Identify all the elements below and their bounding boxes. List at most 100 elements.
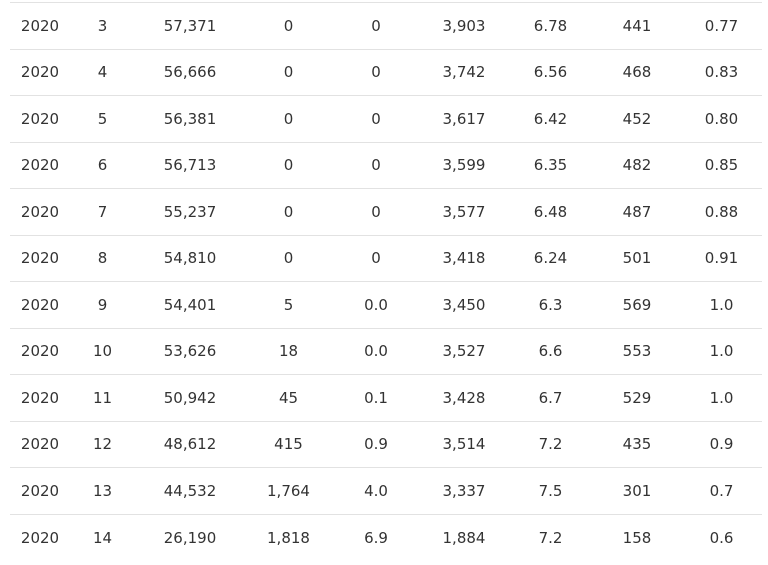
table-row: 2020 4 56,666 0 0 3,742 6.56 468 0.83 [10, 49, 762, 96]
table-cell: 7.2 [538, 435, 563, 454]
table-cell: 53,626 [163, 342, 217, 361]
table-cell: 6.48 [533, 202, 568, 221]
table-cell: 452 [622, 109, 652, 128]
table-cell: 7.5 [538, 481, 563, 500]
table-cell: 11 [92, 388, 113, 407]
table-cell: 0.9 [364, 435, 388, 454]
table-cell: 0 [371, 249, 381, 268]
table-cell: 18 [278, 342, 299, 361]
table-cell: 0.80 [704, 109, 739, 128]
table-cell: 56,381 [163, 109, 217, 128]
table-cell: 5 [97, 109, 108, 128]
table-cell: 3 [97, 16, 108, 35]
table-cell: 441 [622, 16, 652, 35]
table-cell: 0 [371, 63, 381, 82]
table-cell: 6.78 [533, 16, 568, 35]
table-cell: 2020 [20, 109, 60, 128]
table-cell: 3,418 [442, 249, 486, 268]
table-cell: 54,401 [163, 295, 217, 314]
table-cell: 1,884 [442, 528, 486, 547]
table-cell: 6.6 [538, 342, 563, 361]
table-cell: 9 [97, 295, 108, 314]
table-cell: 0.7 [709, 481, 734, 500]
table-cell: 3,617 [442, 109, 486, 128]
table-cell: 3,903 [442, 16, 486, 35]
table-cell: 12 [92, 435, 113, 454]
table-cell: 487 [622, 202, 652, 221]
table-cell: 2020 [20, 481, 60, 500]
table-cell: 14 [92, 528, 113, 547]
table-cell: 501 [622, 249, 652, 268]
table-cell: 2020 [20, 156, 60, 175]
table-cell: 3,742 [442, 63, 486, 82]
table-cell: 0 [283, 156, 294, 175]
table-cell: 0.0 [364, 342, 388, 361]
table-cell: 0 [371, 156, 381, 175]
table-cell: 44,532 [163, 481, 217, 500]
table-cell: 6.56 [533, 63, 568, 82]
table-cell: 3,527 [442, 342, 486, 361]
table-cell: 0.83 [704, 63, 739, 82]
table-cell: 1.0 [709, 295, 734, 314]
table-cell: 6.42 [533, 109, 568, 128]
table-cell: 0 [283, 63, 294, 82]
table-cell: 10 [92, 342, 113, 361]
table-cell: 2020 [20, 202, 60, 221]
table-cell: 2020 [20, 528, 60, 547]
table-cell: 6 [97, 156, 108, 175]
table-cell: 56,666 [163, 63, 217, 82]
table-cell: 54,810 [163, 249, 217, 268]
table-cell: 6.7 [538, 388, 563, 407]
table-row: 2020 11 50,942 45 0.1 3,428 6.7 529 1.0 [10, 374, 762, 422]
table-cell: 415 [274, 435, 303, 454]
table-cell: 0 [283, 16, 294, 35]
table-cell: 0 [283, 109, 294, 128]
table-cell: 1.0 [709, 388, 734, 407]
table-row: 2020 13 44,532 1,764 4.0 3,337 7.5 301 0.7 [10, 467, 762, 515]
table-cell: 2020 [20, 16, 60, 35]
table-row: 2020 12 48,612 415 0.9 3,514 7.2 435 0.9 [10, 421, 762, 468]
table-row: 2020 9 54,401 5 0.0 3,450 6.3 569 1.0 [10, 281, 762, 329]
table-row: 2020 7 55,237 0 0 3,577 6.48 487 0.88 [10, 188, 762, 236]
table-cell: 3,599 [442, 156, 486, 175]
data-table: 2020 3 57,371 0 0 3,903 6.78 441 0.77 2020 4 56,666… [10, 2, 762, 561]
table-cell: 56,713 [163, 156, 217, 175]
table-cell: 1,818 [267, 528, 310, 547]
table-cell: 3,450 [442, 295, 486, 314]
table-cell: 468 [622, 63, 652, 82]
table-cell: 0.88 [704, 202, 739, 221]
table-cell: 569 [622, 295, 652, 314]
table-cell: 0.6 [709, 528, 734, 547]
table-cell: 2020 [20, 435, 60, 454]
table-cell: 529 [622, 388, 652, 407]
table-cell: 3,337 [442, 481, 486, 500]
table-cell: 435 [622, 435, 652, 454]
table-cell: 0 [371, 109, 381, 128]
table-cell: 48,612 [163, 435, 217, 454]
table-cell: 0.91 [704, 249, 739, 268]
table-cell: 6.24 [533, 249, 568, 268]
table-cell: 6.35 [533, 156, 568, 175]
table-row: 2020 3 57,371 0 0 3,903 6.78 441 0.77 [10, 2, 762, 50]
table-cell: 158 [622, 528, 652, 547]
table-cell: 0.77 [704, 16, 739, 35]
table-cell: 26,190 [163, 528, 217, 547]
table-cell: 0.85 [704, 156, 739, 175]
table-cell: 2020 [20, 249, 60, 268]
table-cell: 55,237 [163, 202, 217, 221]
table-cell: 13 [92, 481, 113, 500]
table-cell: 5 [283, 295, 294, 314]
table-cell: 301 [622, 481, 652, 500]
table-cell: 0 [371, 16, 381, 35]
table-cell: 45 [278, 388, 299, 407]
table-row: 2020 10 53,626 18 0.0 3,527 6.6 553 1.0 [10, 328, 762, 375]
table-cell: 4 [97, 63, 108, 82]
table-cell: 3,514 [442, 435, 486, 454]
table-cell: 3,428 [442, 388, 486, 407]
table-cell: 8 [97, 249, 108, 268]
table-cell: 2020 [20, 388, 60, 407]
table-cell: 0.1 [364, 388, 388, 407]
table-cell: 1.0 [709, 342, 734, 361]
table-cell: 0 [283, 202, 294, 221]
table-cell: 1,764 [267, 481, 310, 500]
